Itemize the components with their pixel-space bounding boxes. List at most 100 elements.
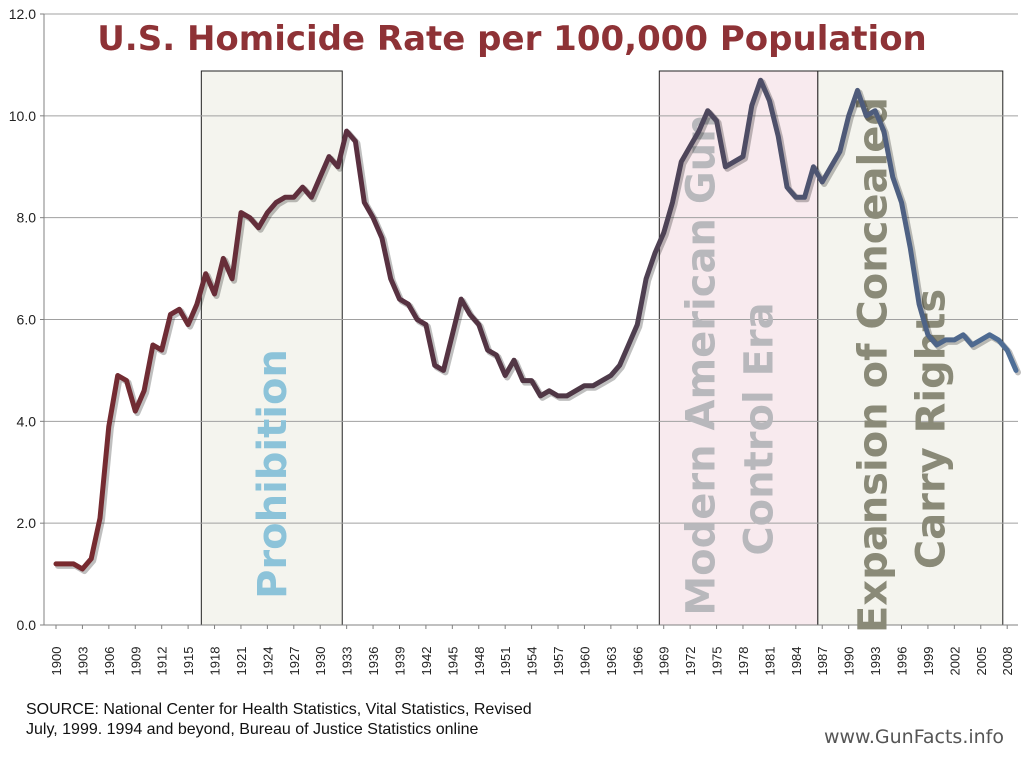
data-point [99, 517, 101, 519]
data-point [812, 166, 814, 168]
data-point [310, 196, 312, 198]
data-point [90, 558, 92, 560]
data-point [539, 395, 541, 397]
data-point [548, 390, 550, 392]
data-point [381, 237, 383, 239]
x-tick-label-28: 1984 [789, 647, 804, 676]
x-tick-label-0: 1900 [49, 647, 64, 676]
x-tick-label-27: 1981 [762, 647, 777, 676]
data-point [944, 339, 946, 341]
x-tick-label-15: 1945 [445, 647, 460, 676]
series-line-0 [53, 77, 1019, 572]
data-point [557, 395, 559, 397]
x-tick-label-21: 1963 [604, 647, 619, 676]
data-point [345, 130, 347, 132]
era-band-2 [817, 70, 1004, 626]
data-point [583, 384, 585, 386]
era-band-1 [658, 70, 819, 626]
era-label-1-line2: Control Era [737, 302, 783, 555]
data-point [839, 150, 841, 152]
era-band-0 [200, 70, 343, 626]
x-tick-label-22: 1966 [630, 647, 645, 676]
era-label-2-line1: Expansion of Concealed [850, 97, 896, 633]
data-point [266, 211, 268, 213]
data-point [768, 99, 770, 101]
y-tick-label-0: 0.0 [17, 617, 37, 633]
data-point [55, 563, 57, 565]
data-point [618, 364, 620, 366]
x-tick-label-3: 1909 [128, 647, 143, 676]
chart-title: U.S. Homicide Rate per 100,000 Populatio… [97, 19, 927, 59]
homicide-rate-chart: 0.0 2.0 4.0 6.0 8.0 10.0 12.0 1900 1903 1906 1909… [9, 6, 1021, 676]
data-point [715, 120, 717, 122]
x-tick-label-33: 1999 [921, 647, 936, 676]
x-tick-label-8: 1924 [260, 647, 275, 676]
x-tick-label-7: 1921 [234, 647, 249, 676]
x-tick-label-4: 1912 [155, 647, 170, 676]
data-point [592, 384, 594, 386]
x-tick-label-35: 2005 [974, 647, 989, 676]
data-point [354, 140, 356, 142]
data-point [918, 303, 920, 305]
data-point [64, 563, 66, 565]
data-point [134, 410, 136, 412]
data-point [759, 79, 761, 81]
era-band-labels: Prohibition Modern American Gun Control Er… [250, 97, 955, 633]
x-tick-label-23: 1969 [657, 647, 672, 676]
data-point [1015, 369, 1017, 371]
data-point [231, 278, 233, 280]
data-point [116, 374, 118, 376]
data-point [81, 568, 83, 570]
data-point [936, 344, 938, 346]
x-tick-label-31: 1993 [868, 647, 883, 676]
data-point [698, 130, 700, 132]
data-point [213, 293, 215, 295]
data-point [143, 390, 145, 392]
x-tick-label-25: 1975 [710, 647, 725, 676]
y-tick-label-2: 4.0 [17, 413, 37, 429]
data-point [1006, 349, 1008, 351]
x-tick-label-14: 1942 [419, 647, 434, 676]
data-point [152, 344, 154, 346]
data-point [257, 227, 259, 229]
data-point [363, 201, 365, 203]
x-tick-label-36: 2008 [1000, 647, 1015, 676]
y-tick-label-3: 6.0 [17, 312, 37, 328]
data-point [478, 323, 480, 325]
data-point [451, 334, 453, 336]
y-tick-label-5: 10.0 [9, 108, 36, 124]
data-point [407, 303, 409, 305]
data-point [689, 145, 691, 147]
data-point [830, 166, 832, 168]
data-point [389, 278, 391, 280]
data-point [566, 395, 568, 397]
data-point [883, 130, 885, 132]
series-layer [53, 77, 1021, 574]
data-point [249, 216, 251, 218]
data-point [469, 313, 471, 315]
x-tick-label-18: 1954 [525, 647, 540, 676]
x-tick-label-19: 1957 [551, 647, 566, 676]
era-bands [200, 70, 1004, 626]
data-point [891, 176, 893, 178]
data-point [821, 181, 823, 183]
data-point [777, 135, 779, 137]
x-tick-label-5: 1915 [181, 647, 196, 676]
data-point [909, 247, 911, 249]
data-point [522, 379, 524, 381]
data-point [398, 298, 400, 300]
y-tick-label-6: 12.0 [9, 6, 36, 22]
data-point [187, 323, 189, 325]
data-point [610, 374, 612, 376]
gridlines [44, 13, 1018, 524]
data-point [108, 425, 110, 427]
y-axis-tick-labels: 0.0 2.0 4.0 6.0 8.0 10.0 12.0 [9, 6, 44, 633]
x-tick-label-16: 1948 [472, 647, 487, 676]
data-point [416, 318, 418, 320]
y-tick-label-4: 8.0 [17, 210, 37, 226]
data-point [337, 166, 339, 168]
data-point [504, 374, 506, 376]
data-point [530, 379, 532, 381]
data-point [636, 323, 638, 325]
x-tick-label-12: 1936 [366, 647, 381, 676]
